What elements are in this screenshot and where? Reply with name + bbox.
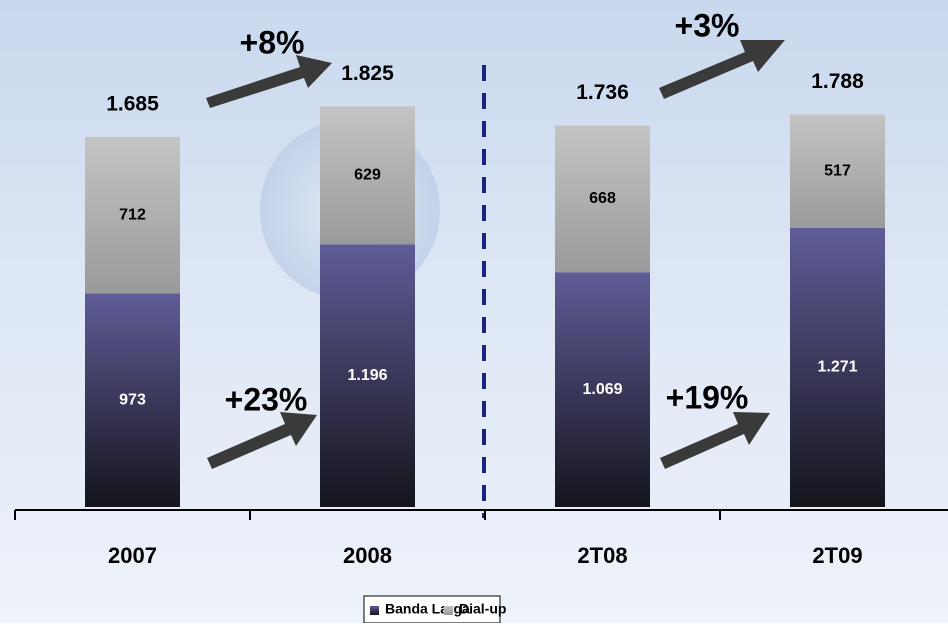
x-tick-label: 2T08 xyxy=(577,543,627,568)
data-label: 973 xyxy=(119,391,146,408)
x-tick-label: 2007 xyxy=(108,543,157,568)
total-label: 1.736 xyxy=(576,81,629,104)
legend-label: Dial-up xyxy=(459,601,506,617)
data-label: 1.271 xyxy=(817,359,857,376)
bar-segment xyxy=(85,293,180,507)
bar-segment xyxy=(85,136,180,294)
arrow xyxy=(207,412,317,469)
total-label: 1.685 xyxy=(106,93,159,116)
data-label: 1.069 xyxy=(582,381,622,398)
legend-swatch xyxy=(370,606,379,615)
data-label: 1.196 xyxy=(347,367,387,384)
x-tick-label: 2008 xyxy=(343,543,392,568)
arrow xyxy=(206,55,332,108)
data-label: 517 xyxy=(824,162,851,179)
arrow xyxy=(659,40,785,99)
legend-box xyxy=(363,595,501,624)
data-label: 668 xyxy=(589,190,616,207)
total-label: 1.788 xyxy=(811,70,864,93)
bar-segment xyxy=(320,106,415,245)
data-label: 712 xyxy=(119,206,146,223)
total-label: 1.825 xyxy=(341,62,394,85)
arrow xyxy=(660,412,770,469)
data-label: 629 xyxy=(354,167,381,184)
annotation: +3% xyxy=(675,7,740,43)
bar-segment xyxy=(555,125,650,273)
legend-swatch xyxy=(444,606,453,615)
annotation: +8% xyxy=(240,24,305,60)
annotation: +19% xyxy=(666,379,749,415)
bar-segment xyxy=(555,272,650,507)
bar-segment xyxy=(790,114,885,228)
x-tick-label: 2T09 xyxy=(812,543,862,568)
annotation: +23% xyxy=(225,381,308,417)
bar-segment xyxy=(320,244,415,507)
bar-segment xyxy=(790,227,885,507)
legend-label: Banda Larga xyxy=(385,601,470,617)
arrows xyxy=(206,40,785,469)
